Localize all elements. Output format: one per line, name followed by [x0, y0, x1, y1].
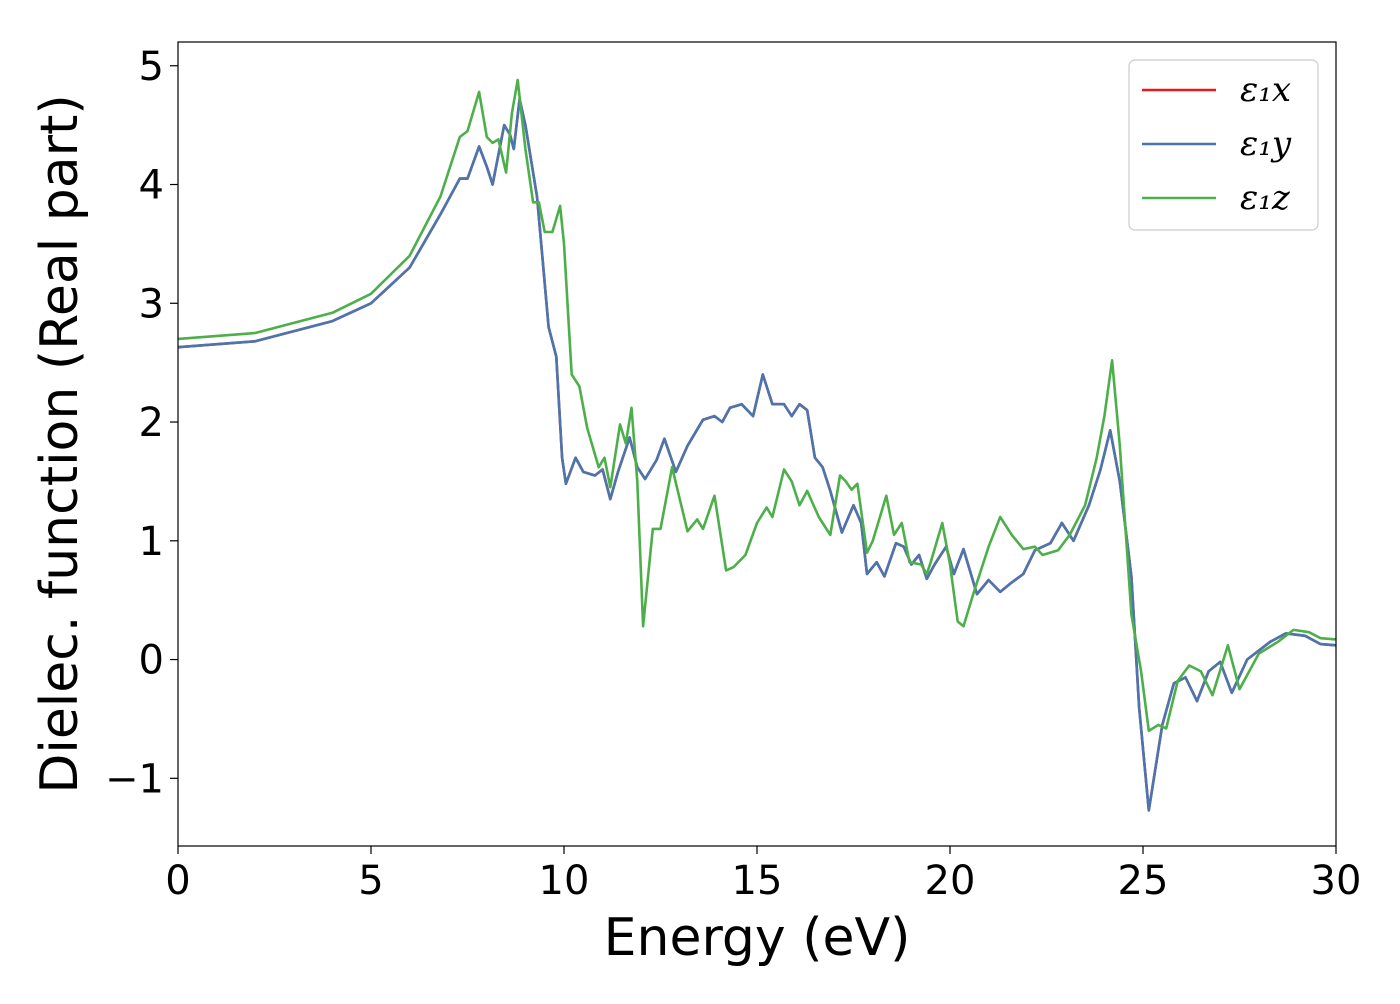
y-tick-label: 3 — [139, 281, 164, 327]
x-axis: 0 5 10 15 20 25 30 — [165, 846, 1361, 904]
legend-label-ez: ε₁z — [1240, 178, 1291, 218]
legend-label-ey: ε₁y — [1240, 124, 1292, 164]
legend-box — [1128, 59, 1319, 231]
x-tick-label: 0 — [165, 858, 190, 904]
y-tick-label: 2 — [139, 400, 164, 446]
series-layer — [177, 78, 1337, 812]
x-tick-label: 15 — [732, 858, 783, 904]
y-tick-label: 5 — [139, 44, 164, 90]
series-line-ez — [177, 78, 1337, 733]
legend-label-ex: ε₁x — [1240, 70, 1291, 110]
y-axis: −1 0 1 2 3 4 5 — [105, 44, 178, 802]
x-tick-label: 25 — [1118, 858, 1169, 904]
x-tick-label: 5 — [358, 858, 383, 904]
y-tick-label: 1 — [139, 519, 164, 565]
x-tick-label: 20 — [925, 858, 976, 904]
y-tick-label: 0 — [139, 638, 164, 684]
y-tick-label: 4 — [139, 163, 164, 209]
x-tick-label: 30 — [1311, 858, 1362, 904]
x-tick-label: 10 — [539, 858, 590, 904]
legend: ε₁x ε₁y ε₁z — [1128, 59, 1319, 231]
y-tick-label: −1 — [105, 756, 164, 802]
x-axis-title: Energy (eV) — [604, 908, 911, 968]
y-axis-title: Dielec. function (Real part) — [30, 94, 90, 793]
